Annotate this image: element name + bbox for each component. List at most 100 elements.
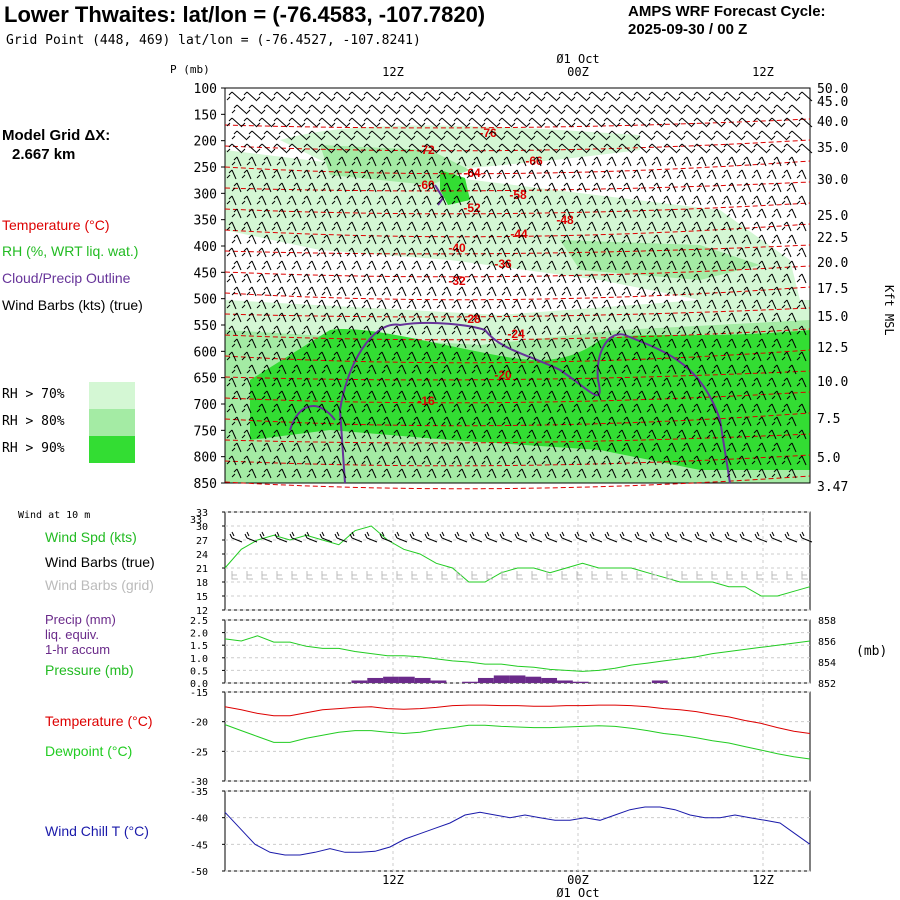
wind-barb bbox=[691, 247, 702, 258]
wind-barb bbox=[706, 221, 717, 232]
wind-barb bbox=[271, 351, 282, 362]
pressure-tick-label: 300 bbox=[194, 187, 217, 202]
wind-barb bbox=[426, 234, 437, 245]
wind-barb bbox=[276, 364, 287, 375]
wind-barb bbox=[456, 312, 467, 323]
wind-barb bbox=[256, 403, 267, 414]
pressure-tick-label: 200 bbox=[194, 135, 217, 150]
surface-wind-barb-true bbox=[289, 531, 303, 543]
surface-wind-barb-true bbox=[244, 531, 258, 543]
surface-wind-barb-grid bbox=[576, 571, 583, 580]
wind-barb bbox=[636, 104, 653, 115]
wind-barb bbox=[376, 325, 387, 336]
wind-tick-label: 33 bbox=[196, 508, 208, 519]
wind-barb bbox=[391, 325, 402, 336]
temperature-contour-label: -52 bbox=[463, 201, 481, 215]
wind-barb bbox=[336, 104, 353, 115]
wind-barb bbox=[756, 208, 767, 219]
wind-barb bbox=[276, 338, 287, 349]
wind-barb bbox=[696, 364, 707, 375]
wind-barb bbox=[351, 364, 362, 375]
wind-barb bbox=[396, 260, 407, 271]
wind-barb bbox=[571, 377, 582, 388]
precip-pressure-chart: 2.5 2.01.5 1.00.5 0.0 858 856 854 852 (mb) bbox=[190, 616, 887, 690]
wind-barb bbox=[321, 234, 332, 245]
surface-wind-barb-true bbox=[799, 531, 813, 543]
wind-barb bbox=[246, 208, 257, 219]
wind-barb bbox=[306, 442, 317, 453]
wind-barb bbox=[661, 169, 672, 180]
wind-barb bbox=[741, 468, 752, 479]
wind-barb bbox=[321, 416, 332, 427]
wind-barb bbox=[246, 364, 257, 375]
wind-barb bbox=[336, 156, 347, 167]
wind-barb bbox=[481, 117, 498, 128]
wind-barb bbox=[556, 299, 567, 310]
wind-barb bbox=[601, 325, 612, 336]
wind-barb bbox=[456, 390, 467, 401]
wind-barb bbox=[691, 299, 702, 310]
wind-barb bbox=[376, 195, 387, 206]
rh80-label: RH > 80% bbox=[2, 414, 65, 429]
surface-wind-barb-true bbox=[529, 531, 543, 543]
wind-barb bbox=[366, 182, 377, 193]
wind-barb bbox=[721, 221, 732, 232]
wind-barb bbox=[781, 325, 792, 336]
wind-barb bbox=[766, 117, 783, 128]
wind-barb bbox=[666, 130, 683, 141]
wind-barb bbox=[771, 338, 782, 349]
wind-barb bbox=[481, 221, 492, 232]
wind-barb bbox=[366, 390, 377, 401]
wind-barb bbox=[796, 247, 807, 258]
wind-barb bbox=[661, 403, 672, 414]
precip-tick-label: 0.5 bbox=[190, 666, 208, 677]
wind-barb bbox=[636, 338, 647, 349]
wind-barb bbox=[396, 234, 407, 245]
wind-barb bbox=[466, 117, 483, 128]
wind-barb bbox=[346, 169, 357, 180]
wind-barb bbox=[366, 442, 377, 453]
wind-barb bbox=[576, 312, 587, 323]
wind-barb bbox=[306, 208, 317, 219]
wind-barb bbox=[271, 273, 282, 284]
pressure-label: Pressure (mb) bbox=[45, 662, 134, 678]
wind-barb bbox=[231, 416, 242, 427]
wind-barb bbox=[646, 299, 657, 310]
wind-barb bbox=[501, 260, 512, 271]
isotherm-line bbox=[224, 454, 811, 467]
wind-barb bbox=[591, 208, 602, 219]
height-tick-label: 17.5 bbox=[817, 282, 848, 297]
wind-barb bbox=[361, 247, 372, 258]
wind-barb bbox=[456, 234, 467, 245]
wind-barb bbox=[301, 117, 318, 128]
wind-barb bbox=[576, 182, 587, 193]
wind-barb bbox=[336, 416, 347, 427]
wind-barb bbox=[396, 364, 407, 375]
wind-barb bbox=[261, 208, 272, 219]
wind-barb bbox=[381, 442, 392, 453]
wind-barb bbox=[271, 247, 282, 258]
wind-barb bbox=[786, 104, 803, 115]
wind-barb bbox=[306, 286, 317, 297]
wind-barb bbox=[321, 182, 332, 193]
wind-barb bbox=[366, 208, 377, 219]
wind-barb bbox=[546, 130, 563, 141]
wind-barb bbox=[736, 143, 753, 154]
wind-barb bbox=[256, 377, 267, 388]
wind-barb bbox=[421, 273, 432, 284]
temperature-contour-label: -66 bbox=[525, 154, 543, 168]
wind-barb bbox=[771, 182, 782, 193]
wind-barb bbox=[651, 260, 662, 271]
wind-barb bbox=[681, 338, 692, 349]
wind-barb bbox=[526, 247, 537, 258]
surface-wind-barb-true bbox=[349, 531, 363, 543]
precip-bar bbox=[541, 677, 558, 683]
isotherm-line bbox=[224, 286, 811, 301]
wind-barb bbox=[286, 351, 297, 362]
wind-barb bbox=[501, 364, 512, 375]
surface-wind-barb-true bbox=[634, 531, 648, 543]
wind-barb bbox=[471, 338, 482, 349]
wind-barb bbox=[601, 117, 618, 128]
wind-barb bbox=[391, 377, 402, 388]
wind-barb bbox=[516, 208, 527, 219]
